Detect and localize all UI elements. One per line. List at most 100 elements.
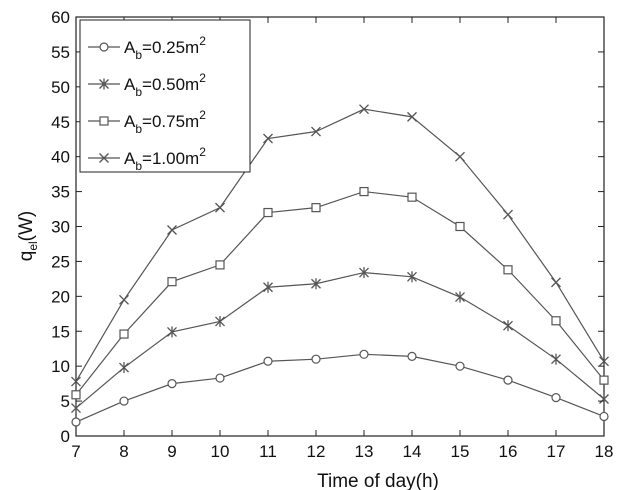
data-point <box>455 151 465 162</box>
legend-marker <box>99 78 109 90</box>
data-point <box>215 260 225 270</box>
legend-label-mid: =0.75m <box>142 112 199 131</box>
legend-label-base: A <box>124 149 136 168</box>
legend-label-sub: b <box>135 159 142 173</box>
legend-label-sup: 2 <box>199 145 206 159</box>
y-tick-label: 55 <box>51 43 70 62</box>
data-point <box>215 315 225 327</box>
data-point <box>263 356 273 366</box>
legend-label-mid: =0.25m <box>142 38 199 57</box>
series-1 <box>71 349 609 427</box>
data-point <box>71 402 81 414</box>
legend-label-sub: b <box>135 122 142 136</box>
x-tick-label: 18 <box>595 442 614 461</box>
x-tick-label: 9 <box>167 442 176 461</box>
series-3 <box>71 186 609 400</box>
y-tick-label: 35 <box>51 183 70 202</box>
y-axis-label-base: q <box>16 251 37 262</box>
x-tick-label: 16 <box>499 442 518 461</box>
legend-label-sup: 2 <box>199 71 206 85</box>
data-point <box>311 278 321 290</box>
legend-label-sup: 2 <box>199 108 206 122</box>
data-point <box>167 326 177 338</box>
series-line <box>75 190 605 396</box>
data-point <box>551 392 561 403</box>
series-4 <box>71 104 609 387</box>
data-point <box>119 329 129 339</box>
data-point <box>359 186 369 197</box>
y-tick-label: 20 <box>51 287 70 306</box>
data-point <box>551 316 561 326</box>
y-tick-label: 45 <box>51 113 70 132</box>
y-tick-label: 25 <box>51 252 70 271</box>
x-tick-label: 10 <box>211 442 230 461</box>
data-point <box>599 375 609 385</box>
data-point <box>167 379 177 389</box>
y-axis-label: qel(W) <box>16 211 40 262</box>
data-point <box>455 361 465 371</box>
x-tick-label: 11 <box>259 442 277 461</box>
legend-marker <box>99 42 109 52</box>
data-point <box>407 111 417 122</box>
data-point <box>551 353 561 365</box>
y-tick-label: 50 <box>51 78 70 97</box>
x-tick-label: 7 <box>71 442 80 461</box>
data-point <box>503 320 513 332</box>
x-tick-label: 14 <box>403 442 422 461</box>
data-point <box>119 396 129 406</box>
data-point <box>359 349 369 359</box>
legend-label-base: A <box>124 75 136 94</box>
x-tick-label: 8 <box>119 442 128 461</box>
series-layer <box>71 104 609 427</box>
y-axis-label-rest: (W) <box>16 211 37 242</box>
x-tick-label: 17 <box>547 442 566 461</box>
data-point <box>407 192 417 202</box>
legend-item: Ab=0.25m2 <box>88 34 206 62</box>
y-tick-label: 5 <box>61 392 70 411</box>
data-point <box>263 133 273 144</box>
data-point <box>263 207 273 218</box>
data-point <box>167 225 177 235</box>
legend-label: Ab=0.25m2 <box>124 34 206 62</box>
legend-label-mid: =0.50m <box>142 75 199 94</box>
y-tick-label: 60 <box>51 8 70 27</box>
data-point <box>119 294 129 305</box>
data-point <box>359 267 369 279</box>
y-tick-label: 15 <box>51 322 70 341</box>
legend-marker <box>99 116 109 126</box>
data-point <box>599 411 609 422</box>
legend-label-base: A <box>124 38 136 57</box>
x-tick-label: 12 <box>307 442 326 461</box>
legend-item: Ab=0.50m2 <box>88 71 206 99</box>
y-tick-label: 0 <box>61 427 70 446</box>
x-axis-label: Time of day(h) <box>317 471 439 490</box>
legend-marker <box>99 153 109 163</box>
data-point <box>71 417 81 427</box>
legend-box <box>79 19 251 173</box>
data-point <box>263 281 273 293</box>
data-point <box>503 265 513 275</box>
legend-label: Ab=0.50m2 <box>124 71 206 99</box>
data-point <box>599 356 609 367</box>
legend-label-sub: b <box>135 48 142 62</box>
data-point <box>311 203 321 213</box>
data-point <box>311 126 321 137</box>
x-tick-label: 15 <box>451 442 470 461</box>
data-point <box>407 351 417 361</box>
data-point <box>503 375 513 385</box>
data-point <box>71 376 81 387</box>
data-point <box>71 390 81 400</box>
y-tick-label: 10 <box>51 357 70 376</box>
x-tick-label: 13 <box>355 442 374 461</box>
y-tick-label: 30 <box>51 218 70 237</box>
y-tick-label: 40 <box>51 148 70 167</box>
series-line <box>75 108 605 382</box>
series-line <box>75 271 605 409</box>
data-point <box>407 271 417 283</box>
data-point <box>359 104 369 115</box>
legend-label-base: A <box>124 112 136 131</box>
legend-item: Ab=1.00m2 <box>88 145 206 173</box>
data-point <box>503 209 513 220</box>
legend-item: Ab=0.75m2 <box>88 108 206 136</box>
